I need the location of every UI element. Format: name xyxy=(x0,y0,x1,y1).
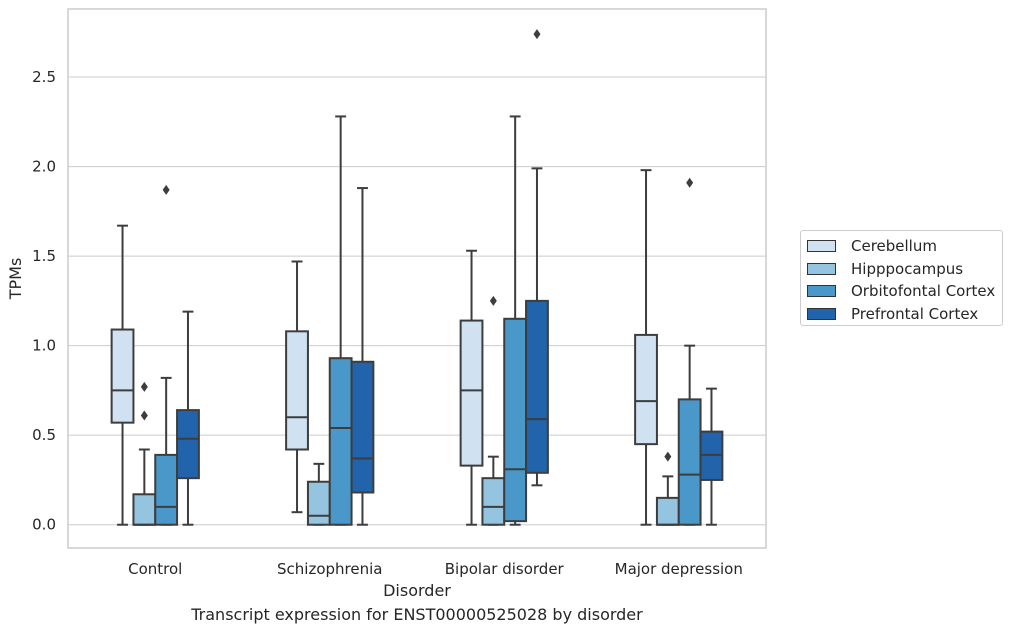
x-tick-label: Bipolar disorder xyxy=(445,560,565,578)
legend-item: Prefrontal Cortex xyxy=(807,303,1002,326)
y-tick-label: 2.5 xyxy=(32,68,56,86)
box xyxy=(306,480,331,526)
box-plot-chart: 0.0 0.5 1.0 1.5 2.0 2.5 Control Schizophrenia Bi… xyxy=(6,8,767,600)
outlier-point xyxy=(533,29,541,40)
legend-swatch xyxy=(807,240,836,253)
box xyxy=(655,496,680,526)
legend-swatch xyxy=(807,262,836,275)
y-tick-label: 0.0 xyxy=(32,516,56,534)
box xyxy=(634,333,658,446)
outlier-point xyxy=(686,177,694,188)
box xyxy=(285,330,309,451)
box xyxy=(176,409,200,480)
y-tick-label: 1.0 xyxy=(32,337,56,355)
chart-legend: Cerebellum Hipppocampus Orbitofontal Corte… xyxy=(800,230,1003,326)
box xyxy=(132,493,157,526)
y-tick-label: 0.5 xyxy=(32,426,56,444)
y-tick-label: 2.0 xyxy=(32,158,56,176)
legend-label: Prefrontal Cortex xyxy=(851,304,979,323)
legend-label: Orbitofontal Cortex xyxy=(851,282,996,301)
legend-swatch xyxy=(807,285,836,298)
x-axis-label: Disorder xyxy=(383,581,451,600)
box xyxy=(350,360,375,494)
box xyxy=(154,453,179,526)
legend-label: Hipppocampus xyxy=(851,259,964,278)
box xyxy=(503,317,528,523)
box xyxy=(328,357,353,526)
legend-item: Cerebellum xyxy=(807,235,1002,258)
outlier-point xyxy=(140,381,148,392)
box xyxy=(481,477,506,526)
box xyxy=(525,299,549,474)
box xyxy=(677,398,702,526)
legend-item: Orbitofontal Cortex xyxy=(807,280,1002,303)
legend-item: Hipppocampus xyxy=(807,258,1002,281)
legend-label: Cerebellum xyxy=(851,237,937,256)
chart-caption: Transcript expression for ENST0000052502… xyxy=(191,605,643,624)
x-tick-label: Schizophrenia xyxy=(277,560,382,578)
y-axis-label: TPMs xyxy=(6,258,25,301)
x-tick-label: Major depression xyxy=(615,560,743,578)
outlier-point xyxy=(162,184,170,195)
outlier-point xyxy=(489,295,497,306)
outlier-point xyxy=(140,410,148,421)
legend-swatch xyxy=(807,307,836,320)
plot-frame xyxy=(67,8,767,549)
x-tick-label: Control xyxy=(128,560,182,578)
box xyxy=(459,319,484,467)
outlier-point xyxy=(664,451,672,462)
y-tick-label: 1.5 xyxy=(32,247,56,265)
box xyxy=(110,328,135,424)
